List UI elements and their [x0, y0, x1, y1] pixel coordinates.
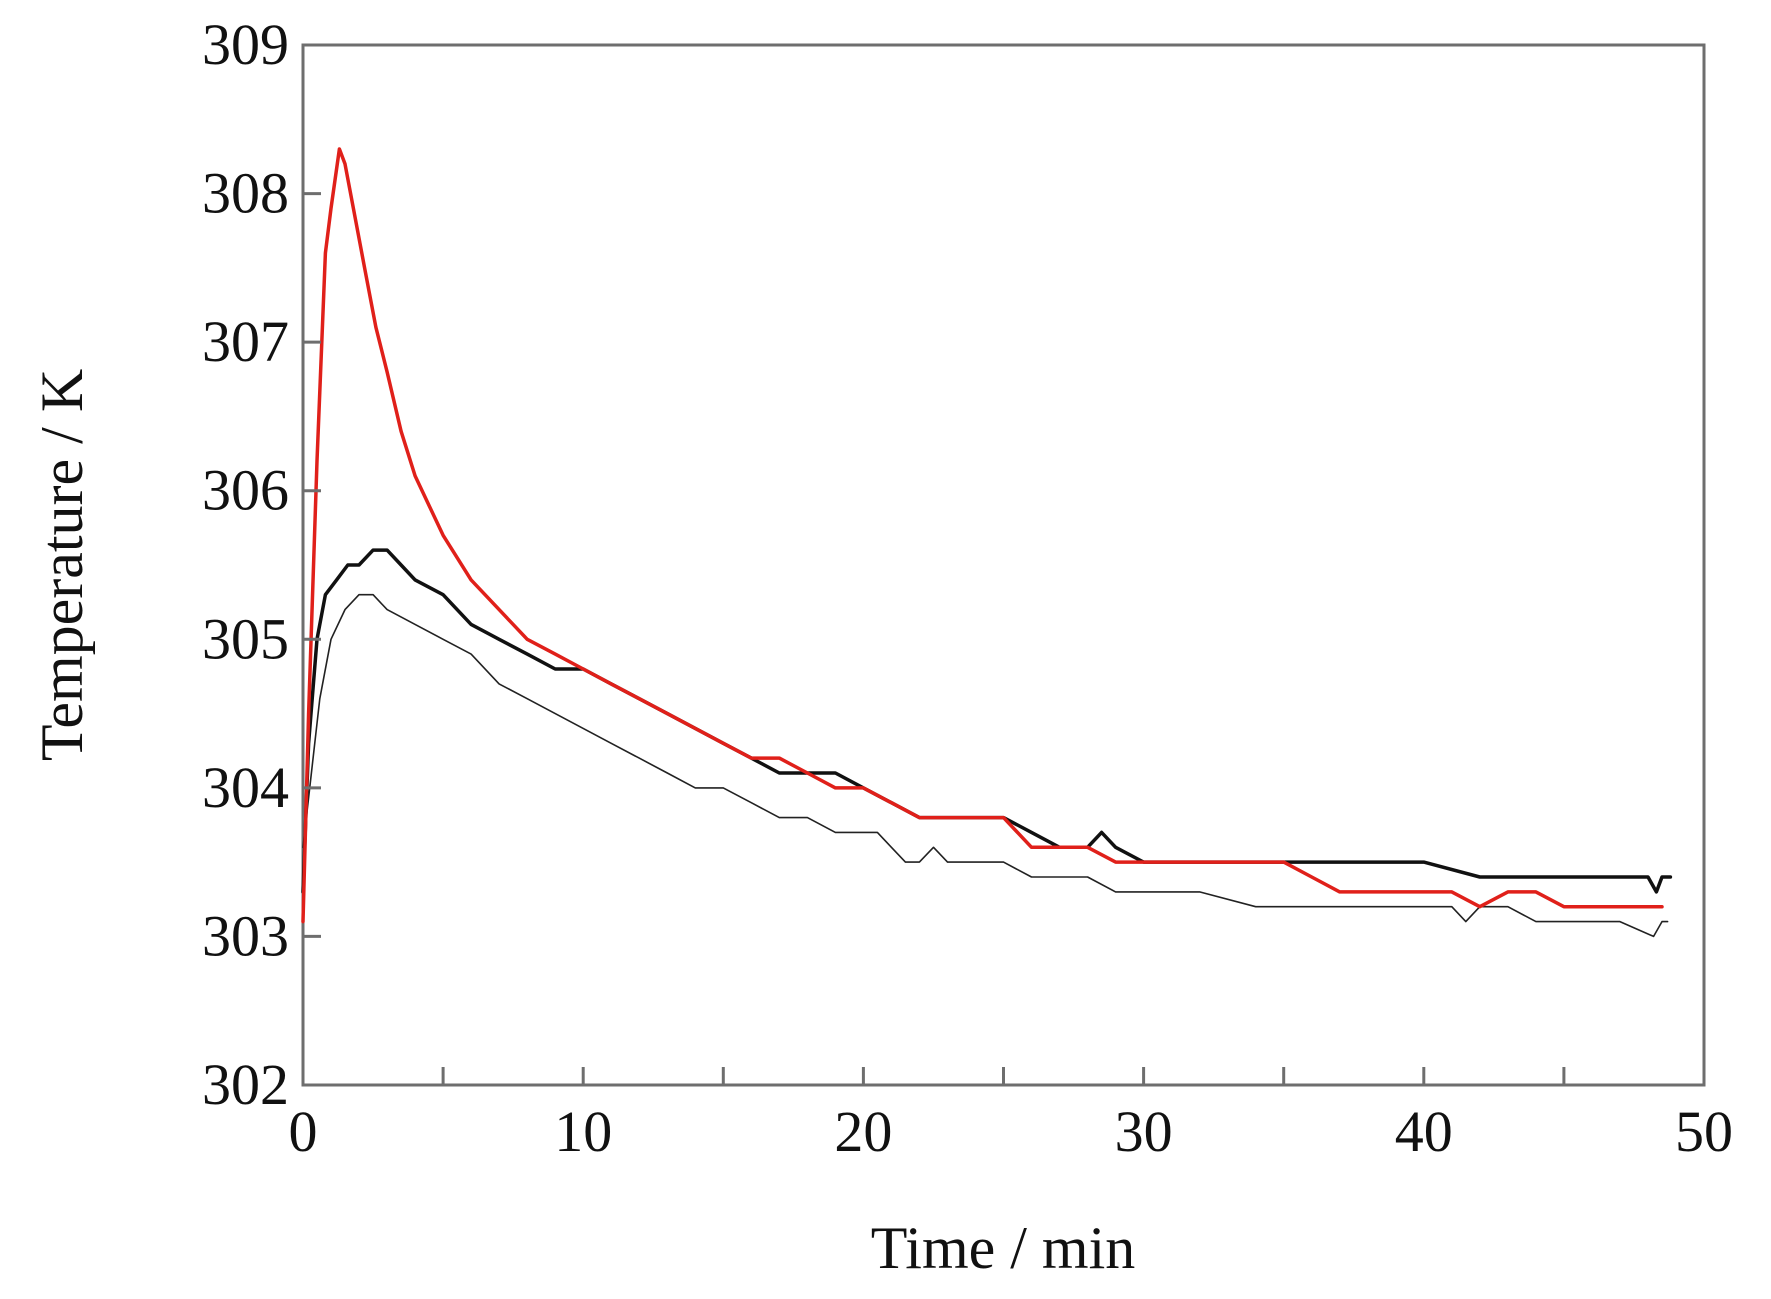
plot-area — [301, 43, 1706, 1087]
y-tick-label-302: 302 — [202, 1052, 289, 1117]
series-line-black-thin — [302, 593, 1669, 938]
y-tick-label-309: 309 — [202, 12, 289, 77]
x-tick-label-50: 50 — [1675, 1099, 1733, 1164]
series-line-black-thick — [301, 548, 1673, 894]
y-axis-title: Temperature / K — [29, 369, 95, 761]
plot-frame — [301, 43, 1706, 1087]
series-layer — [301, 147, 1673, 938]
x-tick-label-30: 30 — [1115, 1099, 1173, 1164]
y-tick-label-303: 303 — [202, 903, 289, 968]
x-axis-title: Time / min — [871, 1215, 1136, 1281]
y-tick-label-306: 306 — [202, 458, 289, 523]
y-axis: 302 303 304 305 306 307 308 309 — [202, 12, 321, 1117]
y-tick-label-305: 305 — [202, 606, 289, 671]
x-axis: 0 10 20 30 40 50 — [289, 1067, 1733, 1164]
x-tick-label-40: 40 — [1395, 1099, 1453, 1164]
series-line-red — [301, 147, 1664, 924]
y-tick-label-304: 304 — [202, 755, 289, 820]
x-tick-label-0: 0 — [289, 1099, 318, 1164]
y-tick-label-307: 307 — [202, 309, 289, 374]
y-tick-label-308: 308 — [202, 161, 289, 226]
x-tick-label-20: 20 — [834, 1099, 892, 1164]
x-tick-label-10: 10 — [554, 1099, 612, 1164]
